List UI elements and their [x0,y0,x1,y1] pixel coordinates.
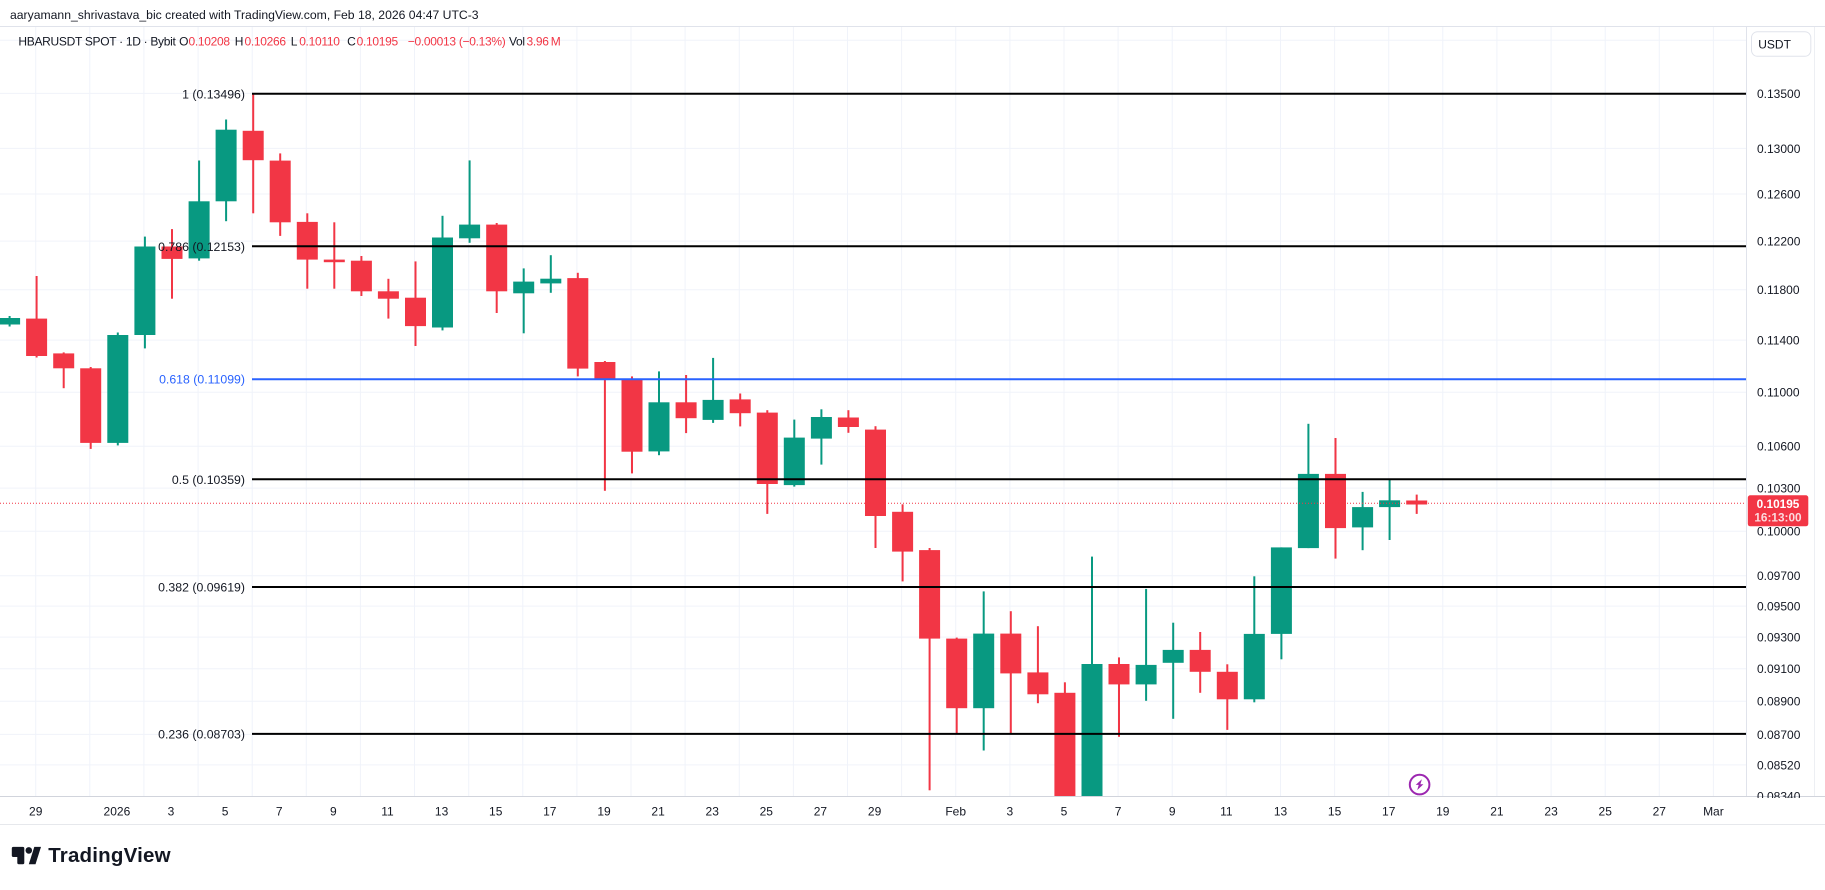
svg-text:0.236 (0.08703): 0.236 (0.08703) [158,727,245,741]
svg-text:29: 29 [29,805,43,819]
svg-text:0.12600: 0.12600 [1757,187,1801,201]
svg-text:27: 27 [1653,805,1667,819]
svg-text:0.11400: 0.11400 [1757,334,1800,348]
svg-text:Feb: Feb [945,805,966,819]
svg-text:17: 17 [1382,805,1396,819]
svg-text:0.5 (0.10359): 0.5 (0.10359) [172,473,245,487]
svg-text:3: 3 [1007,805,1014,819]
svg-text:0.08340: 0.08340 [1757,790,1801,804]
svg-text:0.382 (0.09619): 0.382 (0.09619) [158,581,245,595]
svg-text:19: 19 [1436,805,1450,819]
svg-text:C: C [347,35,356,49]
svg-text:0.10000: 0.10000 [1757,525,1801,539]
svg-text:0.09300: 0.09300 [1757,631,1801,645]
svg-text:Vol: Vol [509,35,525,49]
svg-text:25: 25 [760,805,774,819]
svg-text:TradingView: TradingView [48,844,171,867]
svg-text:19: 19 [597,805,611,819]
svg-text:11: 11 [1220,805,1233,819]
svg-text:0.10300: 0.10300 [1757,482,1801,496]
svg-text:0.09700: 0.09700 [1757,569,1801,583]
svg-text:16:13:00: 16:13:00 [1754,511,1802,525]
svg-text:0.786 (0.12153): 0.786 (0.12153) [158,240,245,254]
svg-text:13: 13 [435,805,449,819]
svg-text:25: 25 [1599,805,1613,819]
svg-text:17: 17 [543,805,557,819]
svg-text:0.10195: 0.10195 [1757,497,1800,511]
svg-text:3.96 M: 3.96 M [527,35,561,49]
svg-text:11: 11 [381,805,394,819]
svg-text:29: 29 [868,805,882,819]
svg-text:USDT: USDT [1758,38,1791,52]
svg-text:0.10110: 0.10110 [299,35,340,49]
svg-text:L: L [291,35,298,49]
svg-text:aaryamann_shrivastava_bic crea: aaryamann_shrivastava_bic created with T… [10,8,479,22]
svg-text:0.09500: 0.09500 [1757,600,1801,614]
svg-text:0.10195: 0.10195 [357,35,399,49]
svg-text:3: 3 [168,805,175,819]
svg-text:0.08520: 0.08520 [1757,758,1801,772]
svg-text:Mar: Mar [1703,805,1724,819]
svg-text:0.10266: 0.10266 [245,35,287,49]
svg-text:HBARUSDT SPOT · 1D · Bybit: HBARUSDT SPOT · 1D · Bybit [18,35,176,49]
svg-text:15: 15 [489,805,503,819]
svg-text:27: 27 [814,805,828,819]
svg-text:5: 5 [222,805,229,819]
svg-text:0.11800: 0.11800 [1757,283,1800,297]
svg-text:13: 13 [1274,805,1288,819]
svg-text:5: 5 [1061,805,1068,819]
svg-text:23: 23 [706,805,720,819]
svg-text:0.08900: 0.08900 [1757,695,1801,709]
svg-text:0.618 (0.11099): 0.618 (0.11099) [159,373,245,387]
svg-text:0.09100: 0.09100 [1757,662,1801,676]
svg-text:7: 7 [276,805,283,819]
svg-text:7: 7 [1115,805,1122,819]
svg-text:O: O [179,35,188,49]
svg-text:H: H [235,35,243,49]
svg-text:0.13000: 0.13000 [1757,142,1801,156]
svg-text:21: 21 [651,805,665,819]
svg-text:0.12200: 0.12200 [1757,235,1801,249]
svg-text:0.11000: 0.11000 [1757,386,1800,400]
svg-text:2026: 2026 [104,805,131,819]
svg-text:1 (0.13496): 1 (0.13496) [182,87,245,101]
svg-text:15: 15 [1328,805,1342,819]
svg-text:21: 21 [1490,805,1504,819]
svg-text:−0.00013 (−0.13%): −0.00013 (−0.13%) [408,35,506,49]
svg-text:9: 9 [330,805,337,819]
svg-text:0.10208: 0.10208 [189,35,231,49]
svg-text:0.08700: 0.08700 [1757,728,1801,742]
svg-text:9: 9 [1169,805,1176,819]
svg-text:23: 23 [1544,805,1558,819]
svg-text:0.10600: 0.10600 [1757,440,1801,454]
svg-text:0.13500: 0.13500 [1757,87,1801,101]
